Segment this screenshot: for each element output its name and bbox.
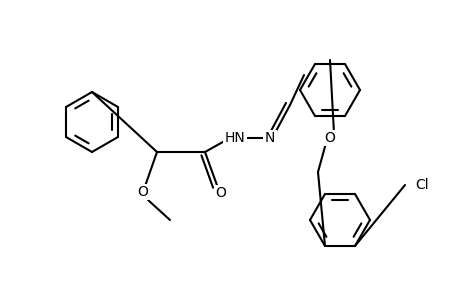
Text: N: N <box>264 131 274 145</box>
Text: Cl: Cl <box>414 178 428 192</box>
Text: O: O <box>215 186 226 200</box>
Text: HN: HN <box>224 131 245 145</box>
Text: O: O <box>137 185 148 199</box>
Text: O: O <box>324 131 335 145</box>
